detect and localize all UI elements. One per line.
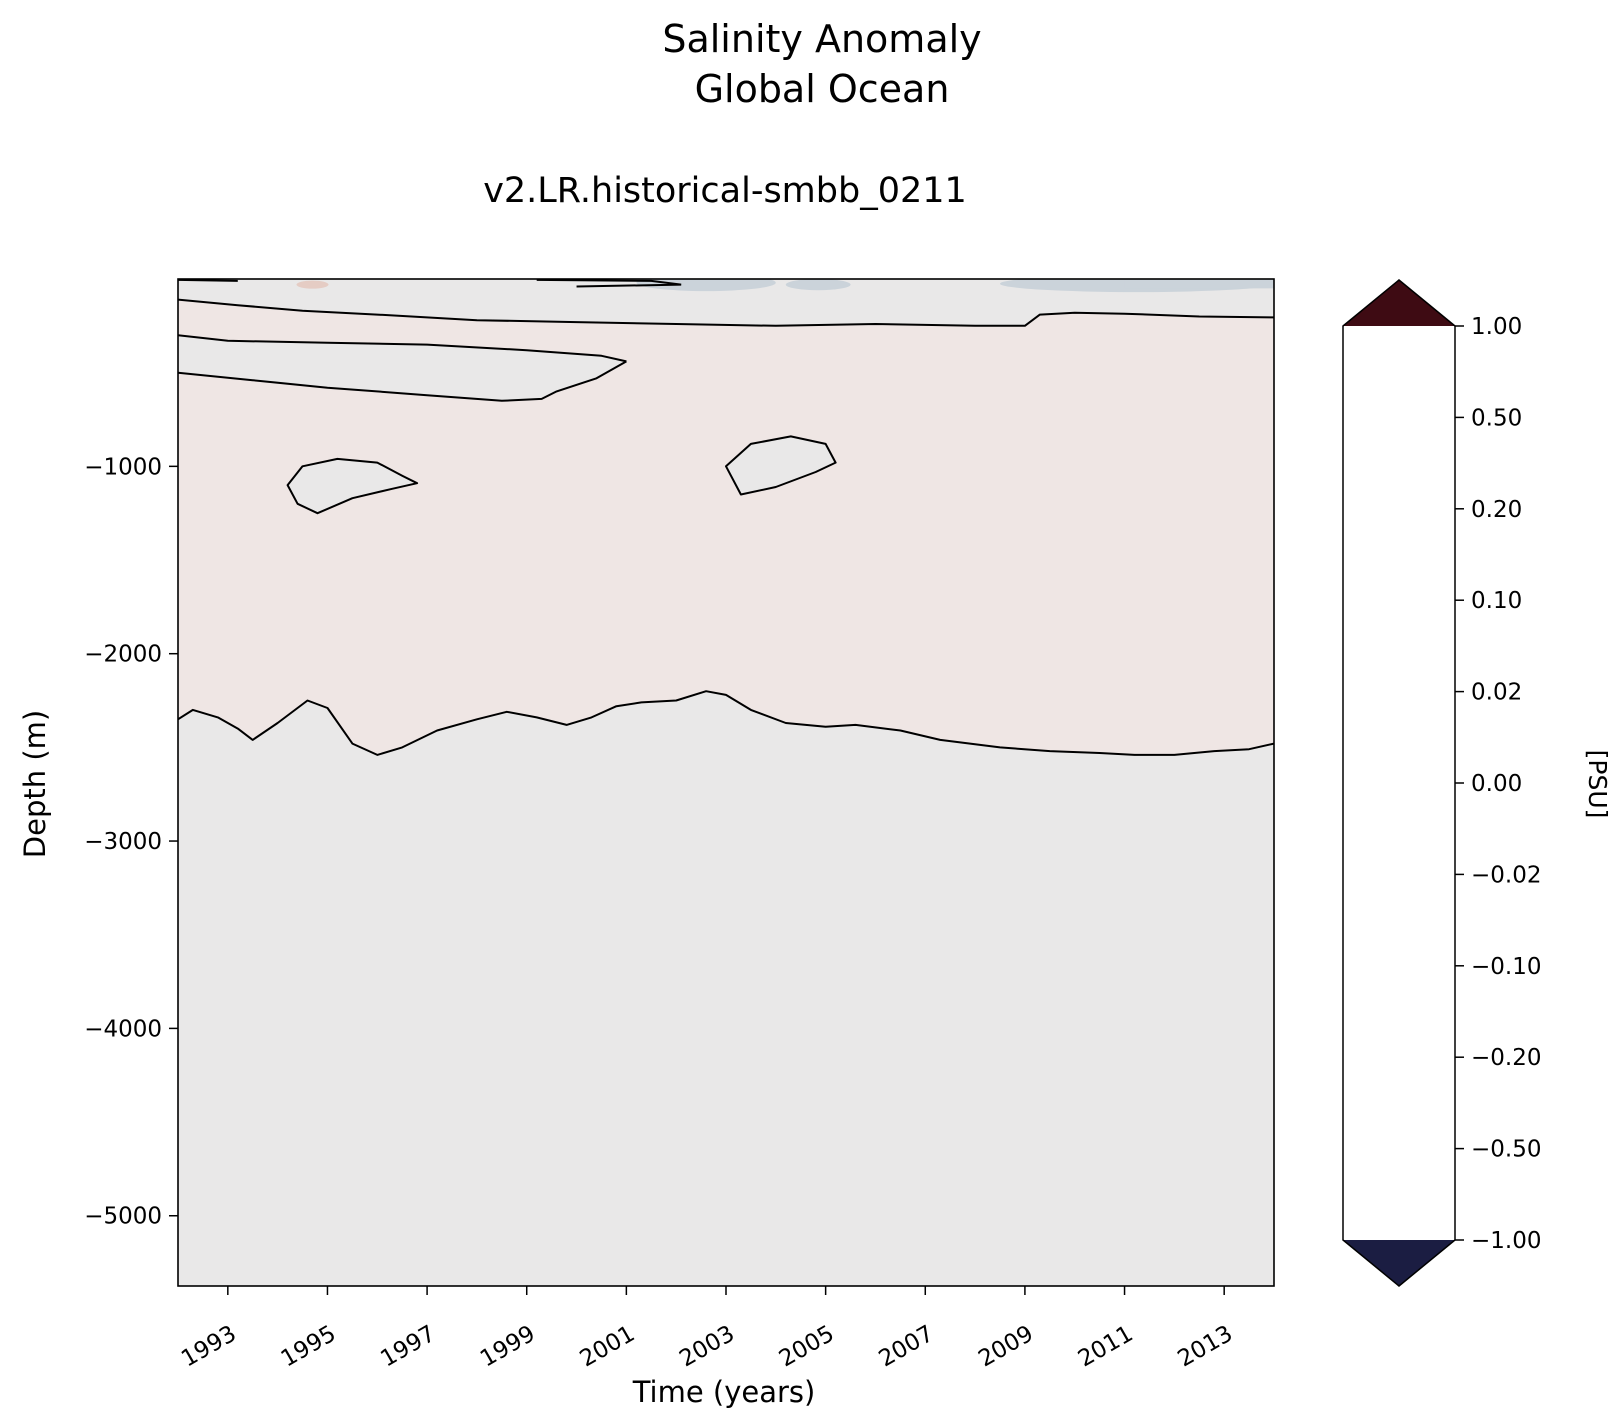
plot-area — [177, 278, 1275, 1287]
colorbar-label: [PSU] — [1583, 750, 1612, 819]
y-tick-label: −5000 — [84, 1204, 162, 1230]
x-tick-label: 2007 — [875, 1321, 939, 1373]
chart-title-line2: Global Ocean — [695, 67, 950, 111]
x-tick-label: 2013 — [1173, 1321, 1237, 1373]
x-tick-label: 2001 — [576, 1321, 640, 1373]
x-tick-label: 2011 — [1074, 1321, 1138, 1373]
colorbar-tick-label: −0.50 — [1471, 1137, 1541, 1163]
chart-subtitle: v2.LR.historical-smbb_0211 — [483, 171, 967, 211]
y-tick-label: −1000 — [84, 454, 162, 480]
x-tick-label: 1995 — [277, 1321, 341, 1373]
colorbar-tick-label: 0.50 — [1471, 405, 1522, 431]
contour-eddy-1995 — [286, 457, 419, 515]
contour-deep-boundary — [178, 690, 1274, 756]
field-negative-moderate-patch — [785, 279, 851, 291]
y-axis-label: Depth (m) — [18, 710, 52, 858]
colorbar-tick-label: 0.20 — [1471, 497, 1522, 523]
contour-near-surface-boundary — [178, 298, 1274, 327]
y-tick-label: −2000 — [84, 642, 162, 668]
colorbar-tick-label: −0.20 — [1471, 1045, 1541, 1071]
chart-title-line1: Salinity Anomaly — [662, 17, 981, 61]
colorbar-tick-label: −0.10 — [1471, 954, 1541, 980]
colorbar-outline — [1342, 279, 1456, 1287]
colorbar-tick-label: 0.02 — [1471, 680, 1522, 706]
colorbar-under-arrow — [1343, 1240, 1455, 1286]
x-tick-label: 2005 — [775, 1321, 839, 1373]
colorbar-tick-label: −0.02 — [1471, 862, 1541, 888]
field-negative-moderate-patch — [636, 279, 776, 292]
contour-eddy-2004 — [725, 435, 837, 496]
y-tick-label: −4000 — [84, 1016, 162, 1042]
x-tick-label: 1999 — [476, 1321, 540, 1373]
x-axis-label: Time (years) — [632, 1375, 816, 1409]
field-positive-weak — [178, 299, 1274, 755]
contour-surface-edge — [536, 279, 682, 288]
colorbar-tick-label: 0.00 — [1471, 771, 1522, 797]
colorbar-tick-label: 0.10 — [1471, 588, 1522, 614]
contour-upper-negative-band-top — [178, 334, 627, 363]
field-negative-band — [178, 335, 627, 401]
x-tick-label: 2003 — [675, 1321, 739, 1373]
field-eddy-1995 — [287, 458, 418, 514]
field-positive-moderate-patch — [296, 280, 329, 289]
contour-surface-edge — [178, 279, 238, 282]
colorbar: −1.00 −0.50 −0.20 −0.10 −0.02 0.00 0.02 0.10 0.2… — [1342, 279, 1541, 1287]
x-tick-label: 1997 — [376, 1321, 440, 1373]
x-tick-label: 1993 — [177, 1321, 241, 1373]
colorbar-over-arrow — [1343, 280, 1455, 326]
contour-upper-negative-band-bottom — [178, 360, 627, 402]
field-negative-moderate-surface — [1124, 279, 1274, 289]
colorbar-tick-label: 1.00 — [1471, 314, 1522, 340]
colorbar-tick-label: −1.00 — [1471, 1228, 1541, 1254]
x-tick-label: 2009 — [974, 1321, 1038, 1373]
field-eddy-2004 — [726, 436, 836, 495]
y-tick-label: −3000 — [84, 829, 162, 855]
